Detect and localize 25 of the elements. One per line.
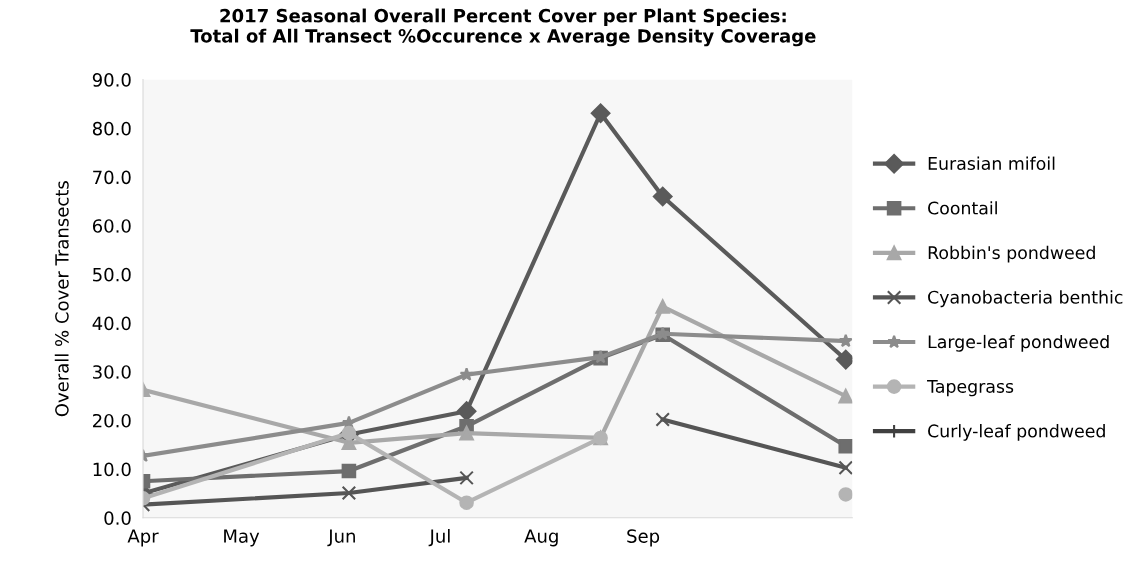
y-tick-label: 90.0 bbox=[92, 73, 131, 87]
legend-label: Curly-leaf pondweed bbox=[928, 424, 1105, 441]
y-tick-label: 10.0 bbox=[93, 462, 131, 477]
legend-label: Coontail bbox=[928, 201, 997, 215]
y-tick-label: 50.0 bbox=[93, 267, 131, 282]
legend-label: Large-leaf pondweed bbox=[928, 334, 1109, 352]
y-axis-title: Overall % Cover Transects bbox=[54, 181, 69, 417]
legend-label: Cyanobacteria benthic bbox=[928, 290, 1123, 308]
legend-label: Robbin's pondweed bbox=[928, 245, 1095, 263]
y-tick-label: 60.0 bbox=[92, 219, 131, 233]
legend-label: Eurasian mifoil bbox=[928, 156, 1055, 171]
x-tick-label: Aug bbox=[524, 529, 558, 547]
x-tick-label: May bbox=[224, 529, 260, 547]
chart-title: 2017 Seasonal Overall Percent Cover per Plant Species: Total of All Transect %Occurence x Average Density Coverage bbox=[190, 8, 816, 47]
y-tick-label: 70.0 bbox=[93, 170, 131, 185]
x-tick-label: Jul bbox=[428, 528, 450, 547]
x-tick-label: Jun bbox=[327, 529, 355, 547]
y-tick-label: 0.0 bbox=[104, 511, 131, 525]
y-tick-label: 40.0 bbox=[92, 316, 131, 331]
x-tick-label: Sep bbox=[627, 529, 660, 547]
x-tick-label: Apr bbox=[127, 529, 159, 547]
y-tick-label: 20.0 bbox=[93, 413, 131, 428]
legend-label: Tapegrass bbox=[927, 380, 1014, 397]
y-tick-label: 80.0 bbox=[92, 121, 131, 136]
y-tick-label: 30.0 bbox=[93, 365, 131, 379]
